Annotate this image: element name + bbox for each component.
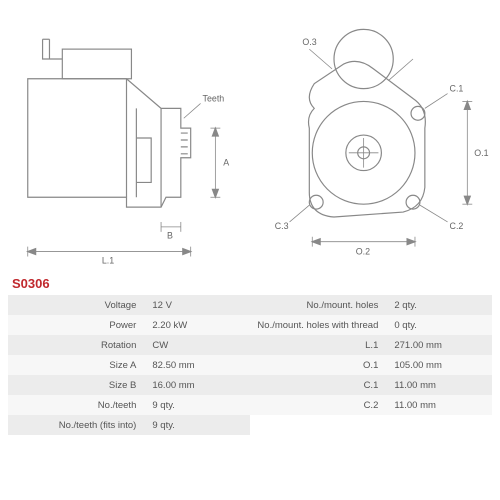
spec-value: 11.00 mm — [390, 400, 492, 411]
spec-value: 82.50 mm — [148, 360, 250, 371]
spec-row: RotationCW — [8, 335, 250, 355]
spec-value: 12 V — [148, 300, 250, 311]
spec-table: Voltage12 VPower2.20 kWRotationCWSize A8… — [8, 295, 492, 435]
spec-row: C.211.00 mm — [250, 395, 492, 415]
spec-value: 16.00 mm — [148, 380, 250, 391]
label-o2: O.2 — [356, 247, 370, 257]
side-view-diagram: Teeth A B L.1 — [8, 8, 245, 268]
spec-value: CW — [148, 340, 250, 351]
spec-label: C.2 — [250, 400, 390, 411]
spec-value: 2.20 kW — [148, 320, 250, 331]
label-c1: C.1 — [450, 84, 464, 94]
spec-value: 9 qty. — [148, 400, 250, 411]
spec-label: O.1 — [250, 360, 390, 371]
spec-row: No./teeth (fits into)9 qty. — [8, 415, 250, 435]
label-c2: C.2 — [450, 221, 464, 231]
spec-label: C.1 — [250, 380, 390, 391]
label-teeth: Teeth — [203, 93, 225, 103]
spec-row: L.1271.00 mm — [250, 335, 492, 355]
spec-label: Power — [8, 320, 148, 331]
spec-value: 9 qty. — [148, 420, 250, 431]
spec-row: No./mount. holes with thread0 qty. — [250, 315, 492, 335]
spec-row: No./teeth9 qty. — [8, 395, 250, 415]
spec-row: No./mount. holes2 qty. — [250, 295, 492, 315]
label-o3: O.3 — [302, 37, 316, 47]
label-o1: O.1 — [474, 148, 488, 158]
part-number: S0306 — [12, 276, 492, 291]
spec-value: 11.00 mm — [390, 380, 492, 391]
spec-label: Size B — [8, 380, 148, 391]
spec-label: No./teeth — [8, 400, 148, 411]
label-a: A — [223, 158, 229, 168]
spec-label: No./teeth (fits into) — [8, 420, 148, 431]
spec-label: Rotation — [8, 340, 148, 351]
front-view-diagram: O.3 C.1 O.1 C.2 C.3 O.2 — [255, 8, 492, 268]
spec-row: Power2.20 kW — [8, 315, 250, 335]
spec-row: Size A82.50 mm — [8, 355, 250, 375]
spec-value: 105.00 mm — [390, 360, 492, 371]
diagram-area: Teeth A B L.1 — [8, 8, 492, 268]
spec-row: O.1105.00 mm — [250, 355, 492, 375]
spec-label: No./mount. holes — [250, 300, 390, 311]
spec-label: Size A — [8, 360, 148, 371]
spec-row: Size B16.00 mm — [8, 375, 250, 395]
spec-col-left: Voltage12 VPower2.20 kWRotationCWSize A8… — [8, 295, 250, 435]
label-c3: C.3 — [275, 221, 289, 231]
spec-label: L.1 — [250, 340, 390, 351]
spec-label: Voltage — [8, 300, 148, 311]
label-b: B — [167, 231, 173, 241]
label-l1: L.1 — [102, 255, 114, 265]
spec-row: Voltage12 V — [8, 295, 250, 315]
spec-row: C.111.00 mm — [250, 375, 492, 395]
spec-value: 271.00 mm — [390, 340, 492, 351]
spec-col-right: No./mount. holes2 qty.No./mount. holes w… — [250, 295, 492, 435]
spec-value: 0 qty. — [390, 320, 492, 331]
spec-value: 2 qty. — [390, 300, 492, 311]
spec-label: No./mount. holes with thread — [250, 320, 390, 331]
